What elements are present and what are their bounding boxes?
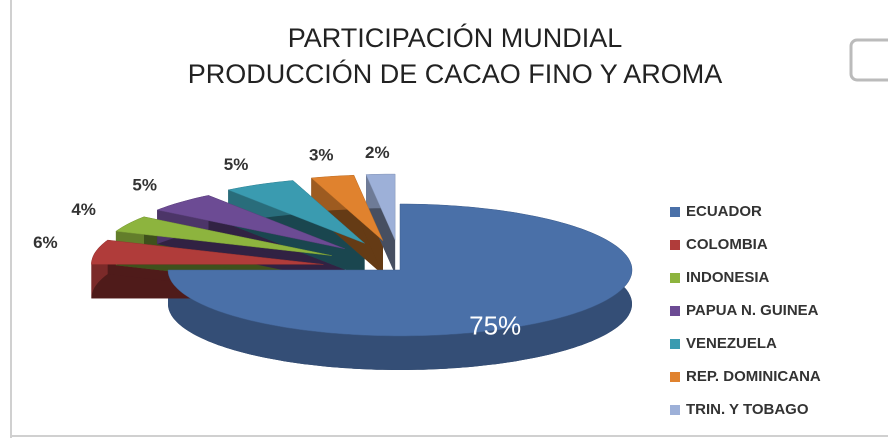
legend-label: VENEZUELA — [686, 335, 777, 352]
legend-label: INDONESIA — [686, 269, 770, 286]
data-label: 75% — [469, 311, 521, 341]
slice — [91, 239, 324, 265]
chart-title: PARTICIPACIÓN MUNDIAL — [288, 22, 623, 53]
data-label: 6% — [33, 233, 58, 252]
chart-subtitle: PRODUCCIÓN DE CACAO FINO Y AROMA — [188, 58, 723, 89]
legend-label: TRIN. Y TOBAGO — [686, 401, 809, 418]
pie-tops — [91, 173, 633, 337]
legend-swatch — [670, 240, 680, 250]
slice — [227, 180, 365, 244]
slice — [156, 195, 345, 250]
legend: ECUADOR COLOMBIA INDONESIA PAPUA N. GUINEA V… — [670, 203, 821, 418]
legend-swatch — [670, 207, 680, 217]
data-label: 5% — [224, 155, 249, 174]
legend-label: REP. DOMINICANA — [686, 368, 821, 385]
legend-swatch — [670, 306, 680, 316]
legend-swatch — [670, 339, 680, 349]
labels: 75% 6% 4% 5% 5% 3% 2% — [33, 143, 521, 340]
legend-label: COLOMBIA — [686, 236, 768, 253]
legend-label: ECUADOR — [686, 203, 762, 220]
data-label: 3% — [309, 146, 334, 165]
legend-swatch — [670, 405, 680, 415]
slice — [167, 203, 633, 337]
slice — [365, 173, 396, 241]
slice — [310, 174, 384, 241]
legend-swatch — [670, 372, 680, 382]
decoration-box — [849, 38, 888, 82]
slice — [115, 216, 332, 256]
data-label: 2% — [365, 143, 390, 162]
data-label: 4% — [71, 200, 96, 219]
legend-label: PAPUA N. GUINEA — [686, 302, 819, 319]
data-label: 5% — [132, 175, 157, 194]
legend-swatch — [670, 273, 680, 283]
